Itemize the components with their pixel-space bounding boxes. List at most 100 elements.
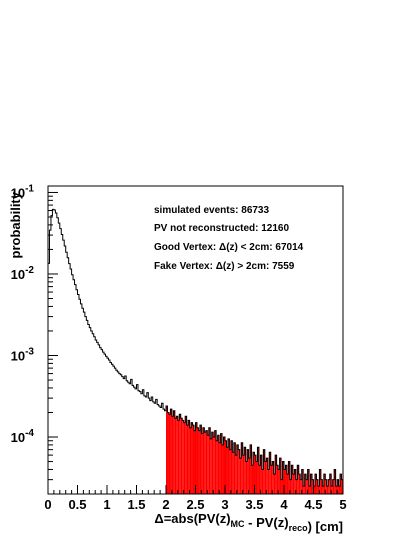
fill-bin [173,410,175,494]
fill-bin [295,479,298,494]
fill-bin [195,422,197,494]
fill-bin [171,416,174,494]
x-tick-label: 2 [162,497,169,512]
fill-bin [251,465,254,494]
fill-bin [201,433,203,494]
fill-bin [238,449,240,494]
fill-bin [309,486,311,494]
x-tick-label: 1.5 [127,497,145,512]
x-tick-label: 5 [339,497,346,512]
histogram [47,208,343,494]
fill-bin [314,474,317,494]
x-axis-title: Δ=abs(PV(z)MC - PV(z)reco) [cm] [154,511,343,534]
fill-bin [196,427,199,494]
fill-bin [312,479,314,494]
fill-bin [236,444,239,494]
stat-pv-not-reconstructed: PV not reconstructed: 12160 [154,223,289,234]
fill-bin [332,479,335,494]
fill-bin [177,420,180,494]
fill-bin [210,438,212,494]
hist-line [47,208,343,494]
fill-bin [323,474,326,494]
fill-bin [313,486,315,494]
fill-bin [239,458,242,494]
fill-bin [307,469,310,494]
fill-bin [335,486,338,494]
fill-bin [322,486,324,494]
fill-bin [329,474,332,494]
fill-bin [298,474,301,494]
fill-bin [167,412,169,494]
fill-bin [292,474,295,494]
fill-bin [170,409,172,494]
fill-bin [194,430,196,494]
fill-bin [214,430,217,494]
fill-bin [223,437,225,494]
fill-bin [186,425,189,494]
fill-bin [247,449,249,494]
fill-bin [304,474,307,494]
fill-bin [226,447,228,494]
fill-bin [328,479,330,494]
fill-bin [331,486,333,494]
x-tick-label: 2.5 [186,497,204,512]
fill-bin [297,465,299,494]
fill-bin [211,432,214,494]
stats-box: simulated events: 86733 PV not reconstru… [154,205,304,272]
fill-bin [242,455,245,494]
stat-fake-vertex: Fake Vertex: Δ(z) > 2cm: 7559 [154,261,295,272]
fill-bin [258,465,261,494]
fill-bin [208,427,211,494]
fill-bin [340,474,342,494]
fill-bin [179,414,181,494]
fill-bin [185,416,187,494]
fill-bin [253,452,255,494]
fill-bin [176,416,178,494]
fill-bin [188,420,190,494]
fill-bin [317,486,320,494]
y-tick-label: 10-2 [11,265,35,282]
y-tick-label: 10-3 [11,346,35,363]
fill-bin [192,425,195,494]
fill-bin [220,433,223,494]
fill-bin [281,479,283,494]
fill-bin [204,432,206,494]
fill-bin [303,486,305,494]
fill-bin [241,442,243,494]
x-axis: 0 0.5 1 1.5 2 2.5 3 3.5 4 4.5 5 [44,485,347,512]
fill-bin [250,444,252,494]
fill-bin [244,447,246,494]
fill-bin [306,479,308,494]
fill-bin [225,440,227,494]
fill-bin [219,442,221,494]
fill-bin [263,449,265,494]
fill-bin [326,486,329,494]
fill-bin [235,455,237,494]
fill-bin [289,479,292,494]
fill-bin [248,458,251,494]
fill-bin [341,479,343,494]
x-tick-label: 0 [44,497,51,512]
y-axis-title: probability [8,191,23,258]
x-tick-label: 3.5 [245,497,263,512]
fill-bin [202,427,205,494]
fill-bin [270,465,273,494]
fill-bin [216,440,218,494]
fill-bin [334,469,336,494]
fill-bin [222,444,224,494]
fill-bin [174,418,177,494]
fill-bin [320,479,323,494]
fill-bin [337,479,339,494]
fill-bin [232,452,234,494]
fill-bin [168,414,171,494]
fill-bin [276,465,279,494]
fill-bin [230,440,233,494]
fill-bin [279,458,282,494]
fill-bin [227,438,230,494]
fill-bin [319,469,321,494]
fill-bin [294,469,296,494]
fill-bin [260,455,262,494]
fill-bin [316,479,318,494]
stat-simulated-events: simulated events: 86733 [154,205,269,216]
